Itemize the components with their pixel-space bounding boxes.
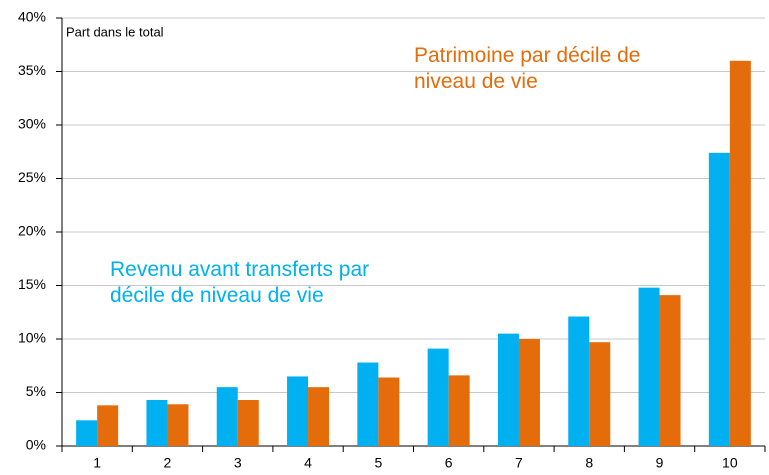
bar	[216, 387, 238, 446]
bar	[448, 375, 470, 446]
x-tick-label: 1	[93, 455, 101, 470]
y-tick-label: 30%	[18, 116, 46, 132]
bar	[659, 295, 681, 446]
x-tick-label: 3	[234, 455, 242, 470]
x-tick-label: 7	[515, 455, 523, 470]
bar	[76, 420, 98, 446]
y-tick-label: 40%	[18, 9, 46, 25]
series-label-line: Patrimoine par décile de	[414, 44, 646, 67]
bar	[638, 287, 660, 446]
bar	[497, 333, 519, 446]
y-tick-label: 10%	[18, 330, 46, 346]
series-label-line: niveau de vie	[414, 70, 538, 93]
bar	[287, 376, 309, 446]
bar	[308, 387, 330, 446]
x-tick-label: 2	[164, 455, 172, 470]
bar	[708, 152, 730, 446]
y-axis-label: Part dans le total	[66, 24, 164, 39]
series-label: Revenu avant transferts par décile de ni…	[110, 258, 375, 307]
y-tick-label: 15%	[18, 276, 46, 292]
bar	[568, 316, 590, 446]
y-tick-label: 35%	[18, 62, 46, 78]
series-label-line: Revenu avant transferts par	[110, 258, 375, 281]
series-label-line: décile de niveau de vie	[110, 284, 324, 307]
x-tick-label: 5	[374, 455, 382, 470]
y-tick-label: 5%	[26, 383, 46, 399]
x-tick-label: 4	[304, 455, 312, 470]
y-tick-label: 0%	[26, 437, 46, 453]
x-tick-label: 6	[445, 455, 453, 470]
bar	[146, 399, 168, 446]
bar	[357, 362, 379, 446]
bar	[518, 339, 540, 446]
y-tick-label: 20%	[18, 223, 46, 239]
bar	[589, 342, 611, 446]
x-tick-label: 10	[722, 455, 738, 470]
bar	[427, 348, 449, 446]
series-label: Patrimoine par décile de niveau de vie	[414, 44, 646, 93]
x-tick-label: 8	[585, 455, 593, 470]
x-tick-label: 9	[656, 455, 664, 470]
y-tick-label: 25%	[18, 169, 46, 185]
bar	[97, 405, 119, 446]
bar	[729, 60, 751, 447]
bar	[378, 377, 400, 446]
bar	[237, 399, 259, 446]
bar	[167, 404, 189, 446]
